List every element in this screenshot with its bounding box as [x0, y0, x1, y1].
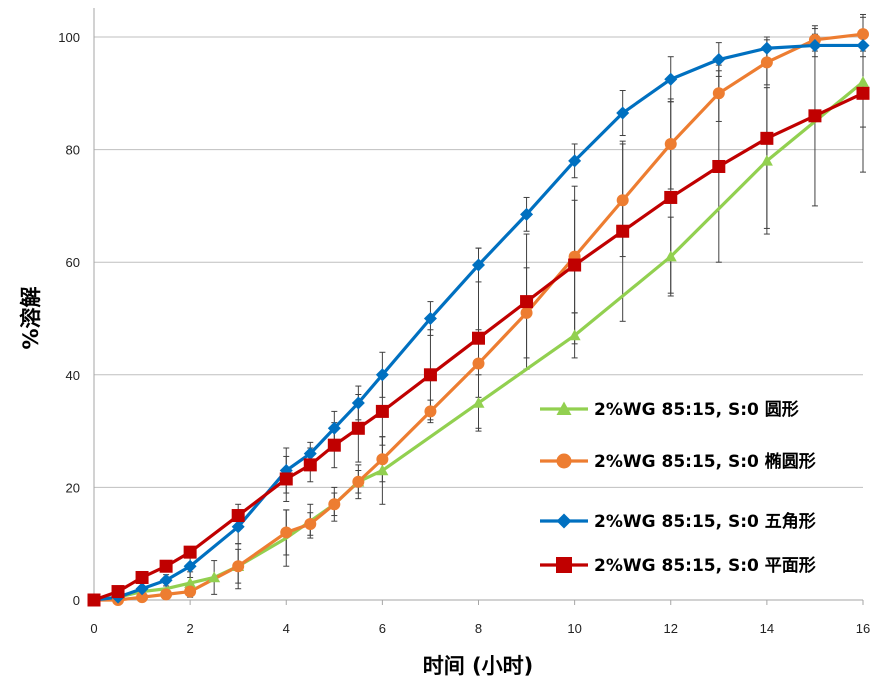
data-point-s3-p8 [327, 438, 341, 452]
data-point-s1-p10 [376, 453, 389, 466]
legend-marker-0 [556, 401, 572, 415]
data-point-s1-p2 [136, 591, 149, 604]
data-point-s3-p19 [808, 109, 822, 123]
legend-marker-1 [556, 453, 572, 469]
data-point-s1-p13 [520, 306, 533, 319]
x-tick-label-4: 8 [475, 621, 482, 636]
data-point-s3-p10 [375, 404, 389, 418]
data-point-s0-p11 [376, 464, 389, 476]
data-point-s2-p2 [135, 582, 149, 596]
data-point-s1-p7 [304, 517, 317, 530]
data-point-s1-p12 [472, 357, 485, 370]
data-point-s2-p9 [351, 396, 365, 410]
legend-marker-2 [556, 513, 572, 529]
x-tick-label-8: 16 [856, 621, 870, 636]
data-point-s3-p11 [423, 368, 437, 382]
x-tick-label-1: 2 [187, 621, 194, 636]
data-point-s3-p13 [520, 295, 534, 309]
data-point-s2-p3 [159, 573, 173, 587]
x-tick-label-6: 12 [664, 621, 678, 636]
legend-label-2: 2%WG 85:15, S:0 五角形 [594, 511, 816, 532]
legend-label-1: 2%WG 85:15, S:0 椭圆形 [594, 451, 816, 472]
data-point-s3-p9 [351, 421, 365, 435]
data-point-s0-p13 [568, 329, 581, 341]
legend-label-3: 2%WG 85:15, S:0 平面形 [594, 555, 816, 576]
data-point-s0-p5 [208, 571, 221, 583]
data-point-s3-p4 [183, 545, 197, 559]
data-point-s2-p13 [520, 207, 534, 221]
data-point-s3-p2 [135, 570, 149, 584]
y-axis-title: %溶解 [19, 286, 43, 349]
data-point-s1-p4 [184, 585, 197, 598]
x-tick-labels: 0 2 4 6 8 10 12 14 16 [90, 621, 870, 636]
data-point-s3-p14 [568, 258, 582, 272]
data-point-s2-p7 [303, 447, 317, 461]
legend: 2%WG 85:15, S:0 圆形 2%WG 85:15, S:0 椭圆形 2%W… [540, 399, 816, 576]
data-point-s0-p16 [857, 76, 869, 87]
y-tick-label-0: 0 [73, 593, 80, 608]
data-point-s1-p5 [232, 560, 245, 573]
x-tick-label-2: 4 [283, 621, 290, 636]
data-point-s3-p12 [472, 331, 485, 345]
data-point-s3-p5 [231, 509, 245, 523]
legend-marker-3 [556, 557, 572, 573]
data-point-s2-p15 [616, 106, 630, 120]
y-tick-label-4: 80 [66, 143, 80, 158]
data-point-s1-p15 [616, 194, 629, 207]
data-point-s3-p20 [856, 86, 870, 100]
series-markers [87, 28, 870, 607]
data-point-s3-p17 [712, 159, 726, 173]
data-point-s2-p11 [423, 312, 437, 325]
data-point-s2-p16 [664, 72, 678, 86]
data-point-s1-p18 [760, 56, 773, 69]
y-tick-label-5: 100 [58, 30, 80, 45]
data-point-s0-p15 [760, 154, 773, 166]
x-axis-title: 时间 (小时) [423, 654, 534, 678]
data-point-s3-p3 [159, 559, 173, 573]
data-point-s3-p0 [87, 593, 101, 607]
x-tick-label-0: 0 [90, 621, 97, 636]
data-point-s2-p18 [760, 41, 774, 55]
data-point-s1-p11 [424, 405, 437, 418]
data-point-s1-p9 [352, 475, 365, 488]
y-tick-labels: 0 20 40 60 80 100 [58, 30, 80, 608]
data-point-s2-p8 [327, 421, 341, 435]
data-point-s2-p4 [183, 559, 197, 573]
data-point-s2-p10 [375, 368, 389, 382]
data-point-s1-p3 [160, 588, 173, 601]
legend-label-0: 2%WG 85:15, S:0 圆形 [594, 399, 799, 420]
x-tick-label-7: 14 [760, 621, 774, 636]
data-point-s2-p17 [712, 53, 726, 67]
x-tick-label-5: 10 [567, 621, 581, 636]
data-point-s3-p15 [616, 224, 630, 238]
data-point-s1-p8 [328, 498, 341, 511]
y-tick-label-1: 20 [66, 480, 80, 495]
data-point-s3-p7 [303, 458, 317, 472]
data-point-s2-p5 [231, 520, 245, 534]
y-tick-label-3: 60 [66, 255, 80, 270]
y-tick-label-2: 40 [66, 368, 80, 383]
data-point-s1-p16 [664, 137, 677, 150]
data-point-s0-p12 [472, 396, 485, 408]
data-point-s2-p19 [808, 38, 822, 52]
data-point-s1-p17 [712, 87, 725, 100]
data-point-s1-p6 [280, 526, 293, 539]
data-point-s2-p14 [568, 154, 582, 168]
axes [93, 8, 864, 605]
data-point-s3-p16 [664, 190, 678, 204]
x-tick-label-3: 6 [379, 621, 386, 636]
data-point-s2-p20 [856, 38, 870, 52]
data-point-s3-p1 [111, 585, 125, 599]
data-point-s3-p18 [760, 131, 774, 145]
data-point-s3-p6 [279, 472, 293, 486]
data-point-s0-p14 [664, 250, 677, 262]
data-point-s1-p20 [857, 28, 869, 41]
data-point-s2-p12 [472, 258, 485, 272]
data-point-s0-p4 [184, 577, 197, 588]
